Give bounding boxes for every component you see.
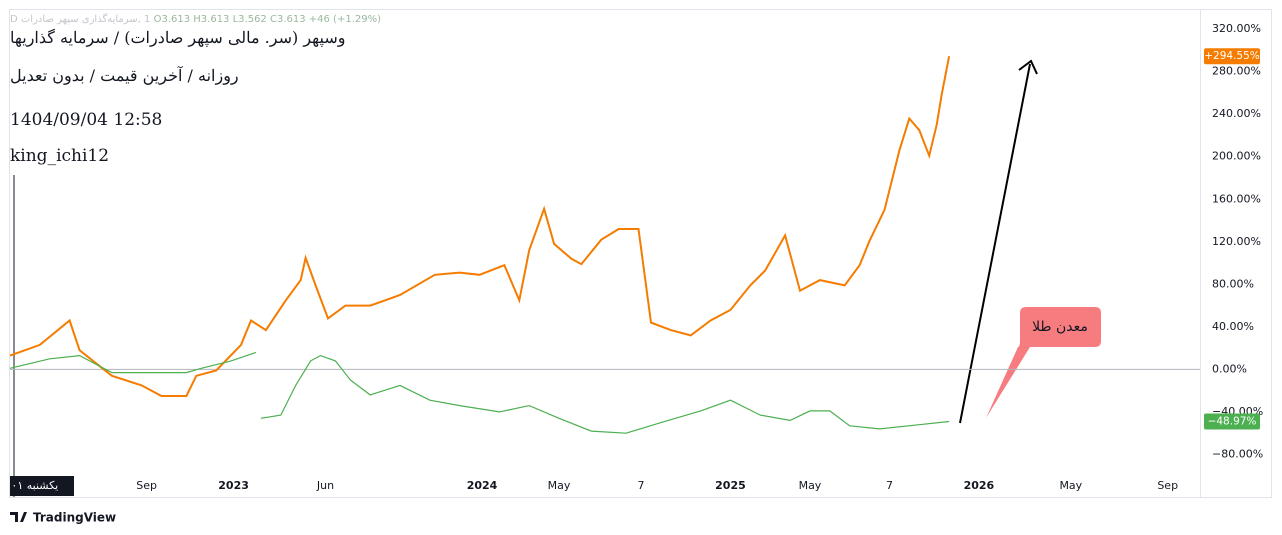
last-value-badge — [1204, 48, 1260, 65]
y-tick-label: −80.00% — [1212, 447, 1263, 460]
y-tick-label: 120.00% — [1212, 235, 1261, 248]
callout-text: معدن طلا — [1032, 319, 1088, 335]
y-tick-label: 320.00% — [1212, 22, 1261, 35]
x-tick-label: Jun — [316, 479, 334, 492]
brand: TradingView — [33, 511, 116, 525]
y-tick-label: 200.00% — [1212, 150, 1261, 163]
x-tick-label: Sep — [136, 479, 157, 492]
y-tick-label: 280.00% — [1212, 65, 1261, 78]
y-tick-label: 40.00% — [1212, 320, 1254, 333]
tv-logo — [10, 512, 27, 522]
title: وسپهر (سر. مالی سپهر صادرات) / سرمایه گذ… — [10, 28, 346, 47]
x-tick-label: May — [799, 479, 822, 492]
last-value-badge — [1204, 413, 1260, 430]
chart-frame — [9, 9, 1272, 498]
x-tick-label: 7 — [886, 479, 893, 492]
x-tick-label: 7 — [638, 479, 645, 492]
x-tick-label: 2025 — [715, 479, 746, 492]
legend-symbol: 1 ,سرمایه‌گذاری سپهر صادرات D — [10, 14, 151, 25]
x-tick-label: 2024 — [467, 479, 498, 492]
y-tick-label: 240.00% — [1212, 107, 1261, 120]
x-tick-label: May — [1059, 479, 1082, 492]
x-tick-label: Sep — [1157, 479, 1178, 492]
y-tick-label: 0.00% — [1212, 362, 1247, 375]
x-tick-label: یکشنبه ۰۱ — [11, 479, 58, 492]
arrow-head — [1018, 59, 1038, 75]
legend-line: 1 ,سرمایه‌گذاری سپهر صادرات D O3.613 H3.… — [10, 14, 381, 25]
last-value-label: −48.97% — [1208, 415, 1257, 427]
x-tick-label: 2026 — [964, 479, 995, 492]
y-tick-label: 160.00% — [1212, 192, 1261, 205]
series-line — [9, 351, 257, 374]
arrow-line — [959, 63, 1031, 424]
crosshair-label-bg — [10, 476, 74, 496]
x-tick-label: May — [548, 479, 571, 492]
series-line — [260, 354, 950, 434]
series-line — [9, 56, 951, 397]
last-value-label: +294.55% — [1204, 50, 1260, 62]
ohlc: O3.613 H3.613 L3.562 C3.613 +46 (+1.29%) — [153, 14, 381, 25]
date: 1404/09/04 12:58 — [10, 110, 163, 130]
callout — [986, 307, 1101, 418]
author: king_ichi12 — [10, 146, 110, 166]
subtitle: روزانه / آخرین قیمت / بدون تعدیل — [10, 66, 239, 85]
x-tick-label: 2023 — [218, 479, 249, 492]
y-tick-label: 80.00% — [1212, 277, 1254, 290]
